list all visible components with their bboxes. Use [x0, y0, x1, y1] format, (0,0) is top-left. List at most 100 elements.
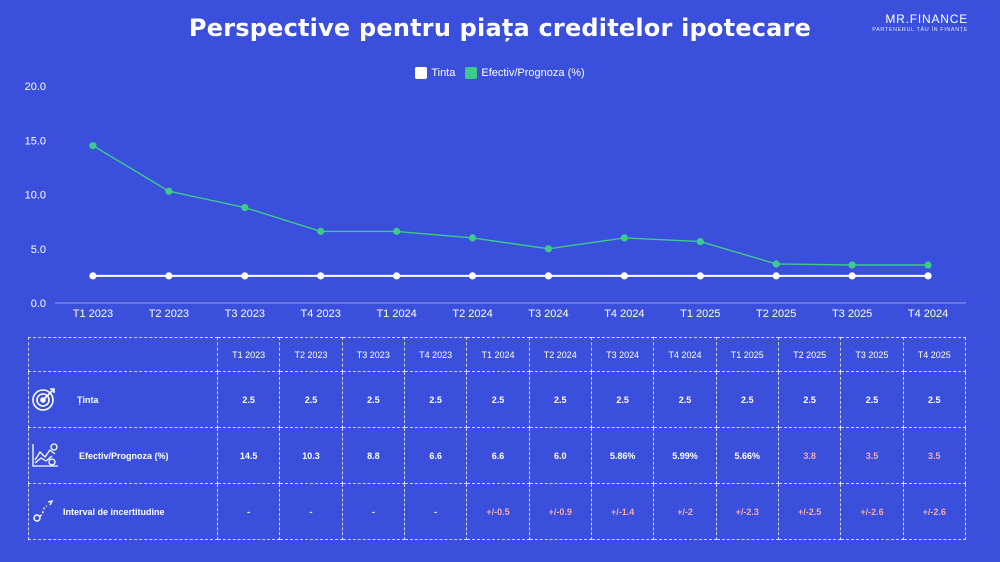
data-point-1-9[interactable] — [772, 260, 780, 268]
legend-swatch-actual — [465, 67, 478, 79]
table-cell: 8.8 — [341, 427, 405, 484]
table-corner-cell — [28, 337, 218, 372]
table-cell: +/-0.9 — [528, 483, 592, 540]
legend-label-actual: Efectiv/Prognoza (%) — [481, 67, 585, 79]
data-point-0-9[interactable] — [772, 272, 780, 280]
y-tick-label: 10.0 — [25, 190, 46, 202]
table-cell: 2.5 — [279, 371, 343, 428]
table-cell: +/-2.6 — [840, 483, 904, 540]
table-cell: 5.86% — [590, 427, 655, 484]
data-point-0-7[interactable] — [620, 272, 628, 280]
data-point-0-10[interactable] — [848, 272, 856, 280]
column-header: T1 2023 — [216, 337, 281, 372]
data-point-1-10[interactable] — [848, 261, 856, 269]
path-icon — [31, 498, 57, 526]
data-point-1-4[interactable] — [393, 227, 401, 235]
data-point-0-3[interactable] — [317, 272, 325, 280]
table-cell: +/-2.5 — [777, 483, 842, 540]
data-point-0-5[interactable] — [468, 272, 477, 280]
y-tick-label: 20.0 — [25, 81, 46, 93]
brand-logo: MR.FINANCE PARTENERUL TĂU ÎN FINANȚE — [872, 12, 968, 33]
table-cell: 3.8 — [777, 427, 842, 484]
data-point-0-1[interactable] — [165, 272, 173, 280]
legend-label-target: Tinta — [431, 67, 456, 79]
data-point-1-7[interactable] — [620, 234, 628, 242]
table-cell: - — [403, 483, 468, 540]
x-tick-label: T3 2025 — [832, 308, 872, 320]
data-point-1-3[interactable] — [317, 227, 325, 235]
table-cell: 2.5 — [590, 371, 655, 428]
table-row: Efectiv/Prognoza (%) 14.5 10.3 8.8 6.6 6.6 6.0… — [28, 427, 967, 484]
chart-legend: Tinta Efectiv/Prognoza (%) — [0, 67, 1000, 79]
y-tick-label: 0.0 — [31, 298, 46, 310]
line-chart: 0.0 5.0 10.0 15.0 20.0 T1 2023 T2 2023 T3 2023 T… — [25, 81, 966, 320]
column-header: T3 2023 — [341, 337, 405, 372]
table-cell: 2.5 — [528, 371, 592, 428]
table-cell: 5.66% — [715, 427, 779, 484]
data-point-0-4[interactable] — [393, 272, 401, 280]
column-header: T2 2023 — [279, 337, 343, 372]
table-row: Ținta 2.5 2.5 2.5 2.5 2.5 2.5 2.5 2.5 2.5 2.5 2.5 2.… — [28, 371, 967, 428]
row-header: Interval de incertitudine — [28, 483, 218, 540]
table-cell: - — [279, 483, 343, 540]
row-header: Ținta — [28, 371, 218, 428]
legend-item-actual[interactable]: Efectiv/Prognoza (%) — [465, 67, 585, 79]
brand-name: MR.FINANCE — [885, 12, 968, 26]
column-header: T1 2024 — [466, 337, 530, 372]
column-header: T3 2025 — [840, 337, 904, 372]
table-cell: 2.5 — [777, 371, 842, 428]
legend-item-target[interactable]: Tinta — [415, 67, 455, 79]
row-label: Efectiv/Prognoza (%) — [79, 450, 169, 461]
table-row: Interval de incertitudine - - - - +/-0.5 +/-0.… — [28, 483, 967, 540]
data-point-0-11[interactable] — [924, 272, 932, 280]
data-point-1-5[interactable] — [468, 234, 477, 242]
column-header: T3 2024 — [590, 337, 655, 372]
data-table: T1 2023 T2 2023 T3 2023 T4 2023 T1 2024 T2 20… — [28, 337, 967, 540]
table-cell: 2.5 — [341, 371, 405, 428]
x-tick-label: T4 2024 — [908, 308, 948, 320]
data-point-1-6[interactable] — [544, 245, 553, 253]
table-cell: 2.5 — [653, 371, 717, 428]
data-point-0-8[interactable] — [696, 272, 704, 280]
data-point-1-1[interactable] — [165, 187, 173, 195]
x-tick-label: T2 2025 — [756, 308, 796, 320]
x-tick-label: T4 2024 — [604, 308, 644, 320]
data-point-1-11[interactable] — [924, 261, 932, 269]
data-point-0-0[interactable] — [89, 272, 97, 280]
row-label: Ținta — [77, 394, 99, 405]
table-cell: - — [216, 483, 281, 540]
x-tick-label: T1 2025 — [680, 308, 720, 320]
table-cell: +/-1.4 — [590, 483, 655, 540]
x-tick-label: T2 2024 — [452, 308, 492, 320]
column-header: T1 2025 — [715, 337, 779, 372]
y-tick-label: 5.0 — [31, 244, 46, 256]
data-point-1-8[interactable] — [696, 237, 704, 246]
y-tick-label: 15.0 — [25, 135, 46, 147]
column-header: T2 2025 — [777, 337, 842, 372]
table-cell: 6.6 — [466, 427, 530, 484]
x-tick-label: T2 2023 — [149, 308, 189, 320]
x-tick-label: T1 2024 — [376, 308, 416, 320]
column-header: T4 2025 — [902, 337, 967, 372]
data-point-1-0[interactable] — [89, 142, 97, 150]
data-point-1-2[interactable] — [241, 203, 249, 212]
x-tick-label: T3 2024 — [528, 308, 568, 320]
table-cell: +/-2 — [653, 483, 717, 540]
table-cell: 2.5 — [840, 371, 904, 428]
brand-tagline: PARTENERUL TĂU ÎN FINANȚE — [872, 27, 968, 33]
series-line-1 — [92, 145, 928, 266]
table-cell: 14.5 — [216, 427, 281, 484]
table-cell: 2.5 — [216, 371, 281, 428]
table-cell: 10.3 — [279, 427, 343, 484]
table-cell: 6.6 — [403, 427, 468, 484]
legend-swatch-target — [415, 67, 428, 79]
row-label: Interval de incertitudine — [63, 506, 165, 517]
x-tick-label: T3 2023 — [225, 308, 265, 320]
table-cell: 3.5 — [902, 427, 967, 484]
data-point-0-6[interactable] — [544, 272, 553, 280]
data-point-0-2[interactable] — [241, 272, 249, 280]
table-cell: 3.5 — [840, 427, 904, 484]
table-cell: +/-2.3 — [715, 483, 779, 540]
column-header: T4 2023 — [403, 337, 468, 372]
row-header: Efectiv/Prognoza (%) — [28, 427, 218, 484]
